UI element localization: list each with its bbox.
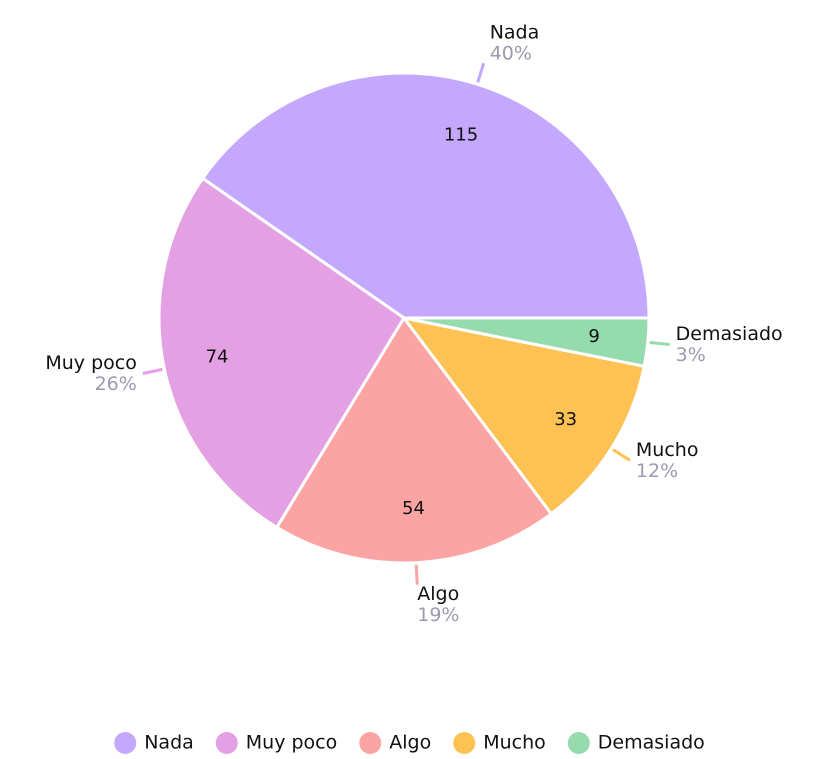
slice-percent: 26% (95, 373, 137, 395)
slice-value-label: 9 (588, 326, 599, 347)
pie-slice (400, 315, 646, 516)
legend-swatch (453, 732, 476, 754)
leader-line (414, 564, 419, 585)
legend-swatch (567, 732, 590, 754)
legend-label: Mucho (483, 732, 546, 754)
slice-name: Demasiado (676, 323, 783, 345)
slice-value-label: 33 (554, 409, 577, 430)
legend-label: Nada (144, 732, 194, 754)
slice-name: Muy poco (45, 352, 136, 374)
slice-percent: 40% (490, 43, 532, 65)
slice-percent: 12% (636, 460, 678, 482)
legend-label: Algo (389, 732, 431, 754)
slice-value-label: 74 (206, 347, 229, 368)
leader-line (612, 448, 631, 462)
slice-value-label: 115 (444, 125, 478, 146)
pie-slice (200, 71, 651, 320)
legend-swatch (114, 732, 137, 754)
pie-slice (274, 315, 554, 565)
leader-line (476, 62, 486, 83)
slice-name: Mucho (636, 439, 699, 461)
legend-label: Muy poco (246, 732, 337, 754)
legend-label: Demasiado (598, 732, 705, 754)
slice-percent: 3% (676, 344, 706, 366)
leader-line (649, 340, 670, 346)
legend-swatch (215, 732, 238, 754)
slice-name: Nada (490, 22, 540, 44)
slice-percent: 19% (417, 604, 459, 626)
pie-slice (403, 316, 651, 369)
slice-name: Algo (417, 583, 459, 605)
slice-value-label: 54 (402, 498, 425, 519)
leader-line (142, 367, 163, 375)
pie-slice (157, 176, 407, 530)
legend-swatch (359, 732, 382, 754)
